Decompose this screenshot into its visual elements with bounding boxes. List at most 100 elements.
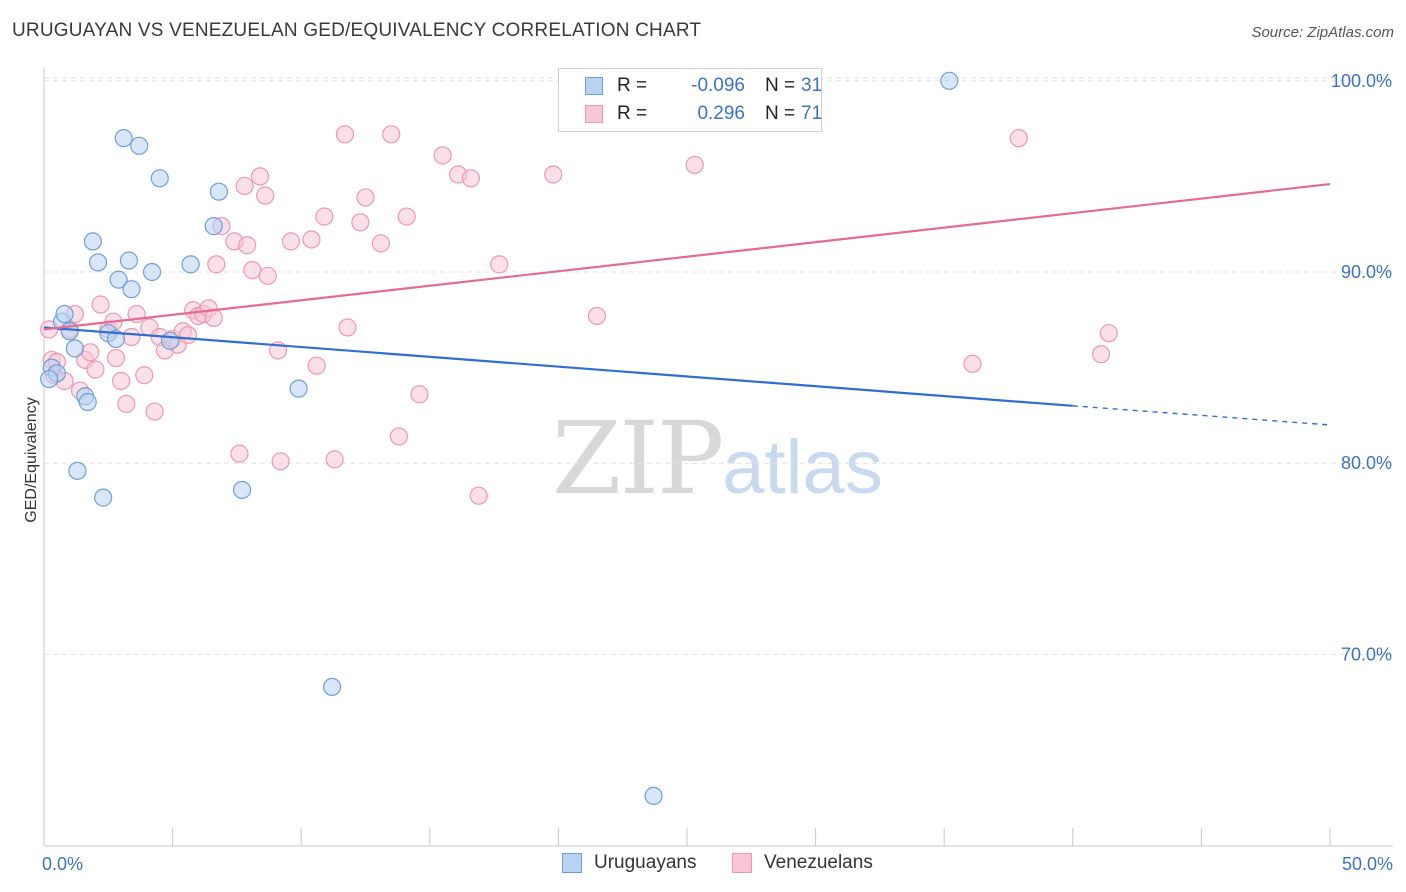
y-tick-label: 70.0% [1341, 644, 1392, 664]
venezuelan-point [112, 371, 131, 391]
venezuelan-point [335, 125, 355, 144]
uruguayan-point [204, 217, 223, 236]
venezuelan-point [963, 354, 982, 373]
legend-r-label: R = [617, 75, 648, 96]
venezuelan-point [302, 230, 321, 249]
venezuelan-point [117, 394, 136, 414]
venezuelan-point [382, 125, 401, 144]
venezuelan-point [325, 450, 344, 469]
legend-n-label: N = [765, 75, 796, 96]
venezuelan-point [544, 165, 563, 184]
venezuelan-point [258, 266, 277, 285]
venezuelan-point [243, 260, 262, 280]
venezuelan-point [389, 427, 409, 446]
venezuelan-trend-line [43, 182, 1331, 331]
uruguayan-point [109, 270, 128, 289]
venezuelan-point [351, 213, 370, 232]
venezuelan-point [135, 366, 154, 385]
venezuelan-point [145, 402, 164, 421]
venezuelan-point [371, 234, 391, 253]
axis-layer [43, 68, 1393, 847]
uruguayan-point [88, 253, 108, 272]
venezuelan-point [397, 207, 416, 226]
legend-swatch-uruguayans [585, 77, 603, 95]
venezuelan-point [91, 295, 110, 314]
y-axis-label: GED/Equivalency [23, 397, 40, 522]
uruguayan-point [68, 461, 87, 480]
venezuelan-point [1009, 129, 1028, 148]
bottom-legend-swatch-venezuelans [732, 853, 752, 873]
venezuelan-point [315, 207, 334, 226]
venezuelan-point [81, 343, 100, 362]
venezuelan-point [271, 452, 290, 471]
watermark-zip: ZIP [552, 400, 724, 517]
venezuelan-point [235, 176, 254, 196]
x-tick-label: 0.0% [42, 854, 83, 874]
venezuelan-point [356, 188, 375, 207]
venezuelan-point [338, 318, 357, 337]
venezuelan-point [1091, 345, 1111, 364]
uruguayan-point [322, 677, 342, 697]
venezuelan-point [238, 236, 257, 255]
bottom-legend-label-venezuelans: Venezuelans [764, 852, 873, 873]
uruguayan-point [209, 182, 228, 201]
uruguayan-point [150, 169, 169, 188]
venezuelan-point [122, 327, 141, 347]
venezuelan-point [410, 385, 429, 404]
venezuelan-point [207, 255, 226, 274]
uruguayan-point [289, 379, 308, 398]
uruguayan-point [122, 280, 141, 299]
venezuelan-point [587, 306, 607, 326]
legend-r-value: 0.296 [697, 103, 745, 124]
venezuelan-point [1099, 324, 1118, 343]
venezuelan-point [490, 255, 509, 274]
points-layer [40, 71, 1118, 805]
venezuelan-point [250, 167, 270, 186]
uruguayan-point [94, 488, 113, 507]
source-note: Source: ZipAtlas.com [1251, 24, 1394, 41]
uruguayan-point [142, 262, 162, 282]
venezuelan-point [86, 360, 105, 379]
venezuelan-point [106, 348, 126, 368]
uruguayan-point [83, 232, 102, 251]
uruguayan-trend-extension [1072, 405, 1331, 426]
venezuelan-point [469, 486, 488, 505]
grid-layer [44, 77, 1393, 655]
uruguayan-point [119, 251, 138, 270]
uruguayan-point [130, 136, 149, 155]
venezuelan-point [307, 356, 326, 375]
y-tick-label: 80.0% [1341, 453, 1392, 473]
uruguayan-point [940, 71, 959, 90]
uruguayan-point [65, 339, 84, 358]
trend-layer [43, 182, 1331, 426]
venezuelan-point [281, 232, 301, 251]
uruguayan-point [232, 480, 252, 500]
venezuelan-point [461, 169, 481, 188]
venezuelan-point [178, 325, 198, 345]
correlation-legend: R = -0.096 N = 31 R = 0.296 N = 71 [558, 68, 822, 132]
y-tick-label: 100.0% [1331, 71, 1392, 91]
bottom-legend-swatch-uruguayans [562, 853, 582, 873]
legend-swatch-venezuelans [585, 105, 603, 123]
y-tick-label: 90.0% [1341, 262, 1392, 282]
uruguayan-trend-line [43, 326, 1073, 407]
legend-n-label: N = [765, 103, 796, 124]
legend-r-label: R = [617, 103, 648, 124]
uruguayan-point [160, 331, 180, 350]
uruguayan-point [40, 369, 59, 389]
venezuelan-point [256, 186, 275, 205]
uruguayan-point [78, 392, 97, 412]
chart-title: URUGUAYAN VS VENEZUELAN GED/EQUIVALENCY … [12, 20, 702, 41]
watermark-atlas: atlas [722, 425, 883, 510]
uruguayan-point [106, 329, 126, 349]
legend-n-value: 71 [801, 103, 823, 124]
legend-n-value: 31 [801, 75, 823, 96]
venezuelan-point [230, 444, 249, 463]
uruguayan-point [644, 786, 663, 805]
ticks-layer: 100.0% 90.0% 80.0% 70.0% 0.0% 50.0% [42, 71, 1393, 874]
venezuelan-point [433, 146, 452, 165]
uruguayan-point [114, 129, 133, 148]
uruguayan-point [181, 255, 200, 274]
legend-r-value: -0.096 [691, 75, 745, 96]
